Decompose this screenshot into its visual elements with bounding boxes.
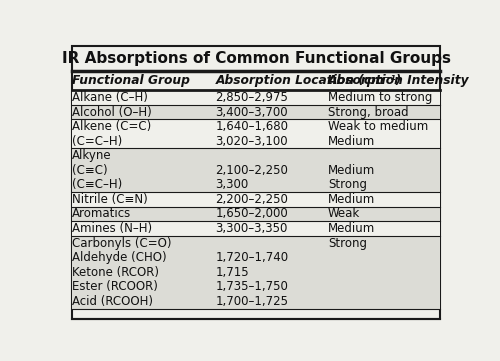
Text: Weak to medium: Weak to medium <box>328 120 428 133</box>
Text: Medium to strong: Medium to strong <box>328 91 432 104</box>
Bar <box>72 119 440 148</box>
Text: Strong, broad: Strong, broad <box>328 105 408 118</box>
Text: Alkyne: Alkyne <box>72 149 112 162</box>
Bar <box>72 148 440 192</box>
Text: Nitrile (C≡N): Nitrile (C≡N) <box>72 193 148 206</box>
Text: (C≡C): (C≡C) <box>72 164 108 177</box>
Bar <box>72 192 440 206</box>
Text: IR Absorptions of Common Functional Groups: IR Absorptions of Common Functional Grou… <box>62 51 451 66</box>
Text: Strong: Strong <box>328 236 367 249</box>
Text: 1,700–1,725: 1,700–1,725 <box>216 295 288 308</box>
Text: 1,640–1,680: 1,640–1,680 <box>216 120 288 133</box>
Text: Absorption Intensity: Absorption Intensity <box>328 74 470 87</box>
Text: Alkane (C–H): Alkane (C–H) <box>72 91 148 104</box>
Text: 1,650–2,000: 1,650–2,000 <box>216 208 288 221</box>
Text: Acid (RCOOH): Acid (RCOOH) <box>72 295 153 308</box>
Bar <box>72 206 440 221</box>
Text: Aromatics: Aromatics <box>72 208 132 221</box>
Bar <box>72 221 440 236</box>
Bar <box>72 236 440 309</box>
Text: Medium: Medium <box>328 135 375 148</box>
Text: Weak: Weak <box>328 208 360 221</box>
Bar <box>72 90 440 105</box>
Text: Functional Group: Functional Group <box>72 74 190 87</box>
Text: Strong: Strong <box>328 178 367 191</box>
Text: 1,720–1,740: 1,720–1,740 <box>216 251 288 264</box>
Text: 1,715: 1,715 <box>216 266 249 279</box>
Bar <box>72 105 440 119</box>
Text: Amines (N–H): Amines (N–H) <box>72 222 152 235</box>
Text: Ester (RCOOR): Ester (RCOOR) <box>72 280 158 293</box>
Text: Aldehyde (CHO): Aldehyde (CHO) <box>72 251 167 264</box>
Text: Alkene (C=C): Alkene (C=C) <box>72 120 152 133</box>
Text: (C≡C–H): (C≡C–H) <box>72 178 122 191</box>
Text: Medium: Medium <box>328 193 375 206</box>
Text: 3,300: 3,300 <box>216 178 249 191</box>
Text: 3,400–3,700: 3,400–3,700 <box>216 105 288 118</box>
Text: 3,300–3,350: 3,300–3,350 <box>216 222 288 235</box>
Text: 2,850–2,975: 2,850–2,975 <box>216 91 288 104</box>
Text: Medium: Medium <box>328 164 375 177</box>
Text: 1,735–1,750: 1,735–1,750 <box>216 280 288 293</box>
Text: Carbonyls (C=O): Carbonyls (C=O) <box>72 236 172 249</box>
Text: 2,100–2,250: 2,100–2,250 <box>216 164 288 177</box>
Text: Medium: Medium <box>328 222 375 235</box>
Text: Absorption Location (cm⁻¹): Absorption Location (cm⁻¹) <box>216 74 402 87</box>
Text: (C=C–H): (C=C–H) <box>72 135 122 148</box>
Text: Alcohol (O–H): Alcohol (O–H) <box>72 105 152 118</box>
Text: 2,200–2,250: 2,200–2,250 <box>216 193 288 206</box>
Text: Ketone (RCOR): Ketone (RCOR) <box>72 266 159 279</box>
Text: 3,020–3,100: 3,020–3,100 <box>216 135 288 148</box>
